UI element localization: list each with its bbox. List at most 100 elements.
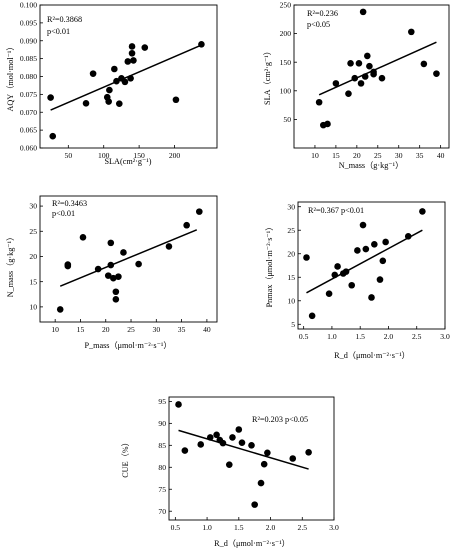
data-point — [181, 447, 189, 454]
stat-p: p<0.01 — [52, 209, 75, 218]
data-point — [351, 74, 359, 82]
x-tick-label: 30 — [395, 151, 403, 160]
y-tick-label: 0.075 — [20, 90, 37, 99]
x-tick-label: 0.5 — [299, 332, 309, 341]
y-axis-label: Pnmax（μmol·m⁻²·s⁻¹） — [265, 223, 274, 308]
data-point — [305, 449, 312, 456]
data-point — [376, 276, 384, 283]
data-point — [366, 62, 373, 70]
data-point — [219, 439, 227, 447]
y-tick-label: 0.080 — [20, 72, 37, 81]
data-point — [303, 254, 310, 261]
data-point — [404, 233, 412, 240]
y-tick-label: 15 — [29, 277, 37, 286]
data-point — [47, 94, 54, 101]
data-point — [196, 208, 203, 215]
data-point — [315, 98, 323, 106]
data-point — [260, 460, 268, 468]
y-tick-label: 90 — [158, 419, 166, 428]
y-tick-label: 0.065 — [20, 126, 37, 135]
x-tick-label: 40 — [203, 325, 211, 334]
chart-sla-vs-aqy: R²=0.3868 p<0.01 SLA(cm²·g⁻¹) AQY（mol·mo… — [6, 1, 218, 166]
y-tick-label: 100 — [280, 86, 292, 95]
y-tick-label: 0.100 — [20, 1, 37, 10]
x-tick-label: 0.5 — [171, 523, 181, 532]
y-tick-label: 80 — [158, 463, 166, 472]
data-point — [197, 441, 205, 448]
x-tick-label: 25 — [127, 325, 135, 334]
x-tick-label: 40 — [437, 151, 445, 160]
data-point — [112, 288, 120, 296]
data-point — [115, 100, 123, 107]
data-point — [238, 439, 246, 446]
regression-line — [59, 229, 198, 287]
stat-r2-p: R²=0.367 p<0.01 — [308, 206, 364, 215]
data-point — [94, 265, 102, 273]
x-tick-label: 2.0 — [266, 523, 276, 532]
data-point — [104, 272, 112, 279]
data-point — [89, 70, 97, 77]
data-point — [128, 49, 136, 57]
y-tick-label: 30 — [287, 202, 295, 211]
data-point — [420, 60, 428, 68]
x-axis-label: R_d（μmol·m⁻²·s⁻¹） — [334, 351, 410, 360]
data-point — [334, 263, 341, 270]
data-point — [113, 77, 120, 85]
y-tick-label: 25 — [29, 227, 37, 236]
stat-p: p<0.05 — [307, 20, 330, 29]
data-point — [127, 74, 134, 82]
x-tick-label: 1.5 — [234, 523, 244, 532]
data-point — [370, 68, 377, 76]
x-tick-label: 3.0 — [440, 332, 450, 341]
chart-pmass-vs-nmass: R²=0.3463 p<0.01 P_mass（μmol·m⁻²·s⁻¹） N_… — [6, 195, 218, 350]
stat-r2: R²=0.236 — [307, 9, 338, 18]
stat-r2-p: R²=0.203 p<0.05 — [252, 415, 308, 424]
data-point — [347, 60, 354, 67]
data-point — [82, 100, 90, 107]
y-tick-label: 70 — [158, 507, 166, 516]
data-point — [348, 281, 356, 289]
x-tick-label: 15 — [332, 151, 340, 160]
x-axis-label: P_mass（μmol·m⁻²·s⁻¹） — [84, 341, 171, 350]
data-point — [112, 296, 120, 303]
y-tick-label: 0.085 — [20, 54, 37, 63]
x-tick-label: 35 — [416, 151, 424, 160]
y-tick-label: 30 — [29, 202, 37, 211]
data-point — [342, 268, 350, 275]
y-tick-label: 0.090 — [20, 36, 37, 45]
data-point — [56, 306, 64, 313]
stat-p: p<0.01 — [47, 27, 70, 36]
data-point — [332, 80, 340, 87]
x-tick-label: 2.5 — [298, 523, 308, 532]
y-tick-label: 10 — [287, 296, 295, 305]
x-tick-label: 30 — [153, 325, 161, 334]
data-point — [354, 247, 361, 254]
x-tick-label: 100 — [98, 151, 110, 160]
y-tick-label: 0.060 — [20, 144, 37, 153]
data-point — [433, 70, 440, 77]
data-point — [229, 434, 236, 441]
data-point — [107, 261, 115, 269]
data-point — [407, 28, 415, 36]
chart-rd-vs-pnmax: R²=0.367 p<0.01 R_d（μmol·m⁻²·s⁻¹） Pnmax（… — [265, 201, 450, 360]
data-point — [213, 431, 220, 439]
x-tick-label: 3.0 — [329, 523, 339, 532]
data-point — [251, 501, 258, 508]
x-tick-label: 50 — [65, 151, 73, 160]
x-tick-label: 35 — [178, 325, 186, 334]
x-axis-label: SLA(cm²·g⁻¹) — [105, 157, 152, 166]
data-point — [105, 98, 112, 105]
y-tick-label: 200 — [280, 29, 292, 38]
data-point — [361, 73, 369, 80]
data-point — [248, 442, 255, 449]
data-point — [359, 221, 367, 229]
y-tick-label: 25 — [287, 226, 295, 235]
data-point — [107, 239, 115, 247]
data-point — [175, 401, 182, 408]
data-point — [324, 120, 331, 128]
data-point — [371, 241, 378, 248]
data-point — [382, 238, 389, 246]
x-axis-label: N_mass（g·kg⁻¹） — [339, 161, 404, 170]
y-tick-label: 20 — [287, 249, 295, 258]
